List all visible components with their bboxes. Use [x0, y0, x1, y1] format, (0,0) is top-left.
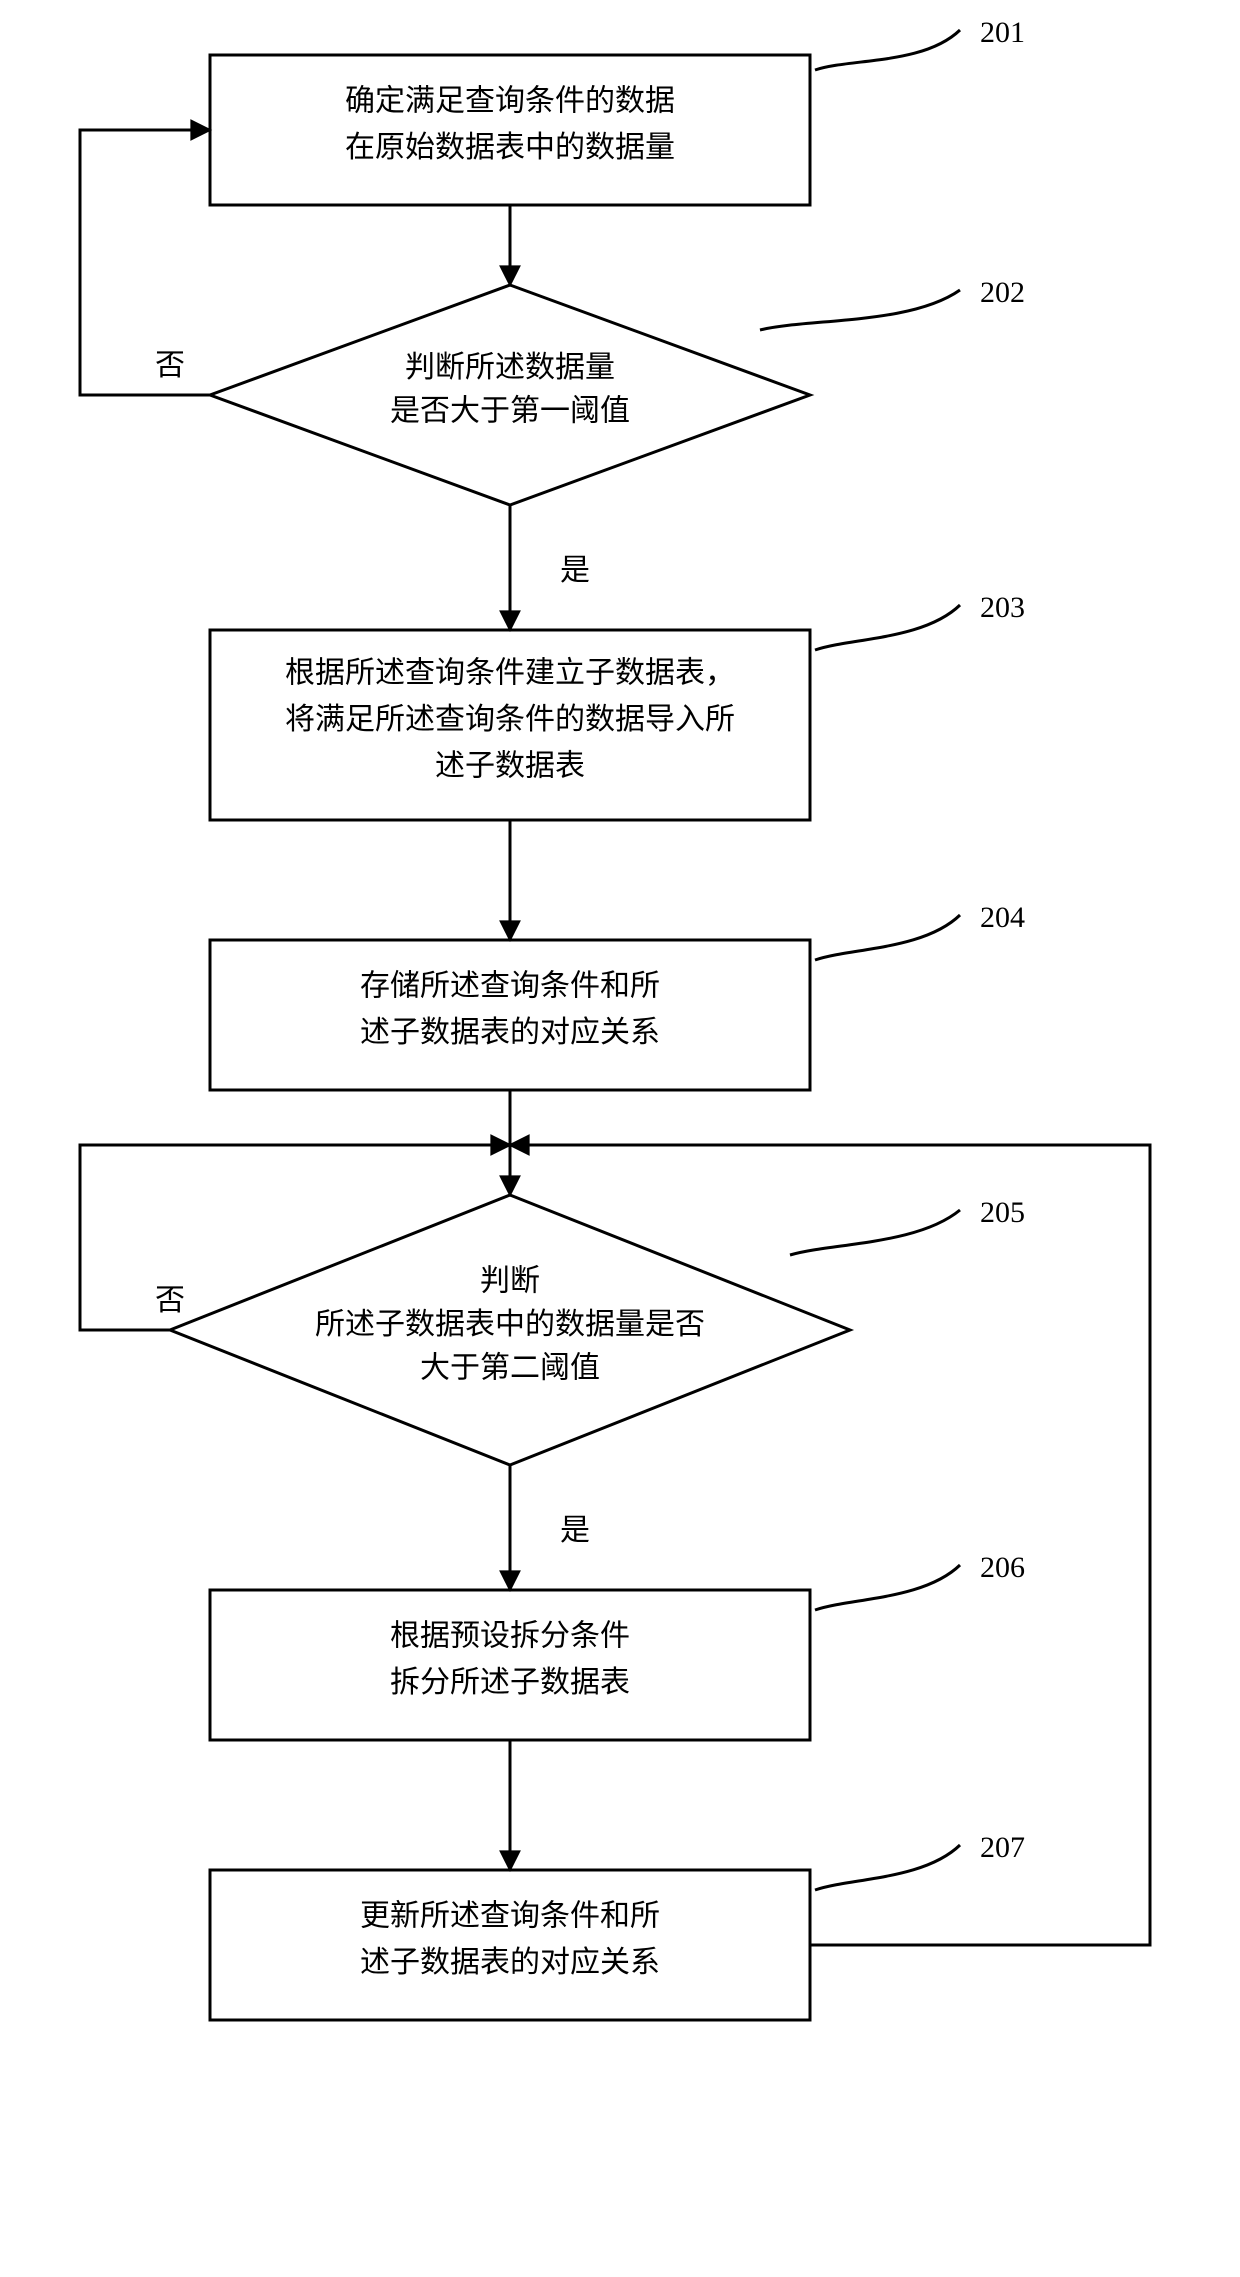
step-label-207: 207 [980, 1831, 1025, 1864]
step-label-201: 201 [980, 16, 1025, 49]
node-text: 述子数据表的对应关系 [360, 1016, 660, 1049]
flowchart: 确定满足查询条件的数据在原始数据表中的数据量判断所述数据量是否大于第一阈值根据所… [0, 0, 1240, 2277]
step-label-202: 202 [980, 276, 1025, 309]
edge-label-no: 否 [155, 1284, 185, 1317]
process-node-203: 根据所述查询条件建立子数据表， 将满足所述查询条件的数据导入所述子数据表 [210, 630, 810, 820]
node-text: 大于第二阈值 [420, 1351, 600, 1384]
callout-curve-207 [815, 1845, 960, 1890]
step-label-204: 204 [980, 901, 1025, 934]
node-text: 述子数据表 [435, 749, 585, 782]
node-text: 更新所述查询条件和所 [360, 1900, 660, 1933]
process-node-207: 更新所述查询条件和所述子数据表的对应关系 [210, 1870, 810, 2020]
step-label-203: 203 [980, 591, 1025, 624]
node-text: 判断 [480, 1264, 540, 1297]
process-node-204: 存储所述查询条件和所述子数据表的对应关系 [210, 940, 810, 1090]
node-text: 存储所述查询条件和所 [360, 970, 660, 1003]
edge-e207-205-loop [510, 1145, 1150, 1945]
node-text: 判断所述数据量 [405, 351, 615, 384]
node-text: 是否大于第一阈值 [390, 395, 630, 428]
node-text: 所述子数据表中的数据量是否 [315, 1308, 705, 1341]
edge-e202-201-no [80, 130, 210, 395]
node-text: 将满足所述查询条件的数据导入所 [285, 703, 735, 736]
process-node-201: 确定满足查询条件的数据在原始数据表中的数据量 [210, 55, 810, 205]
callout-curve-206 [815, 1565, 960, 1610]
node-text: 拆分所述子数据表 [390, 1666, 630, 1699]
step-label-205: 205 [980, 1196, 1025, 1229]
process-node-206: 根据预设拆分条件拆分所述子数据表 [210, 1590, 810, 1740]
node-text: 在原始数据表中的数据量 [345, 131, 675, 164]
callout-curve-202 [760, 290, 960, 330]
node-text: 根据预设拆分条件 [390, 1620, 630, 1653]
callout-curve-203 [815, 605, 960, 650]
edge-e205-204-no [80, 1145, 510, 1330]
callout-curve-205 [790, 1210, 960, 1255]
callout-curve-204 [815, 915, 960, 960]
callout-curve-201 [815, 30, 960, 70]
edge-label-yes: 是 [560, 554, 590, 587]
node-text: 述子数据表的对应关系 [360, 1946, 660, 1979]
decision-node-202: 判断所述数据量是否大于第一阈值 [210, 285, 810, 505]
node-text: 根据所述查询条件建立子数据表， [285, 656, 735, 689]
step-label-206: 206 [980, 1551, 1025, 1584]
node-text: 确定满足查询条件的数据 [345, 85, 675, 118]
decision-node-205: 判断所述子数据表中的数据量是否大于第二阈值 [170, 1195, 850, 1465]
edge-label-no: 否 [155, 349, 185, 382]
edge-label-yes: 是 [560, 1514, 590, 1547]
